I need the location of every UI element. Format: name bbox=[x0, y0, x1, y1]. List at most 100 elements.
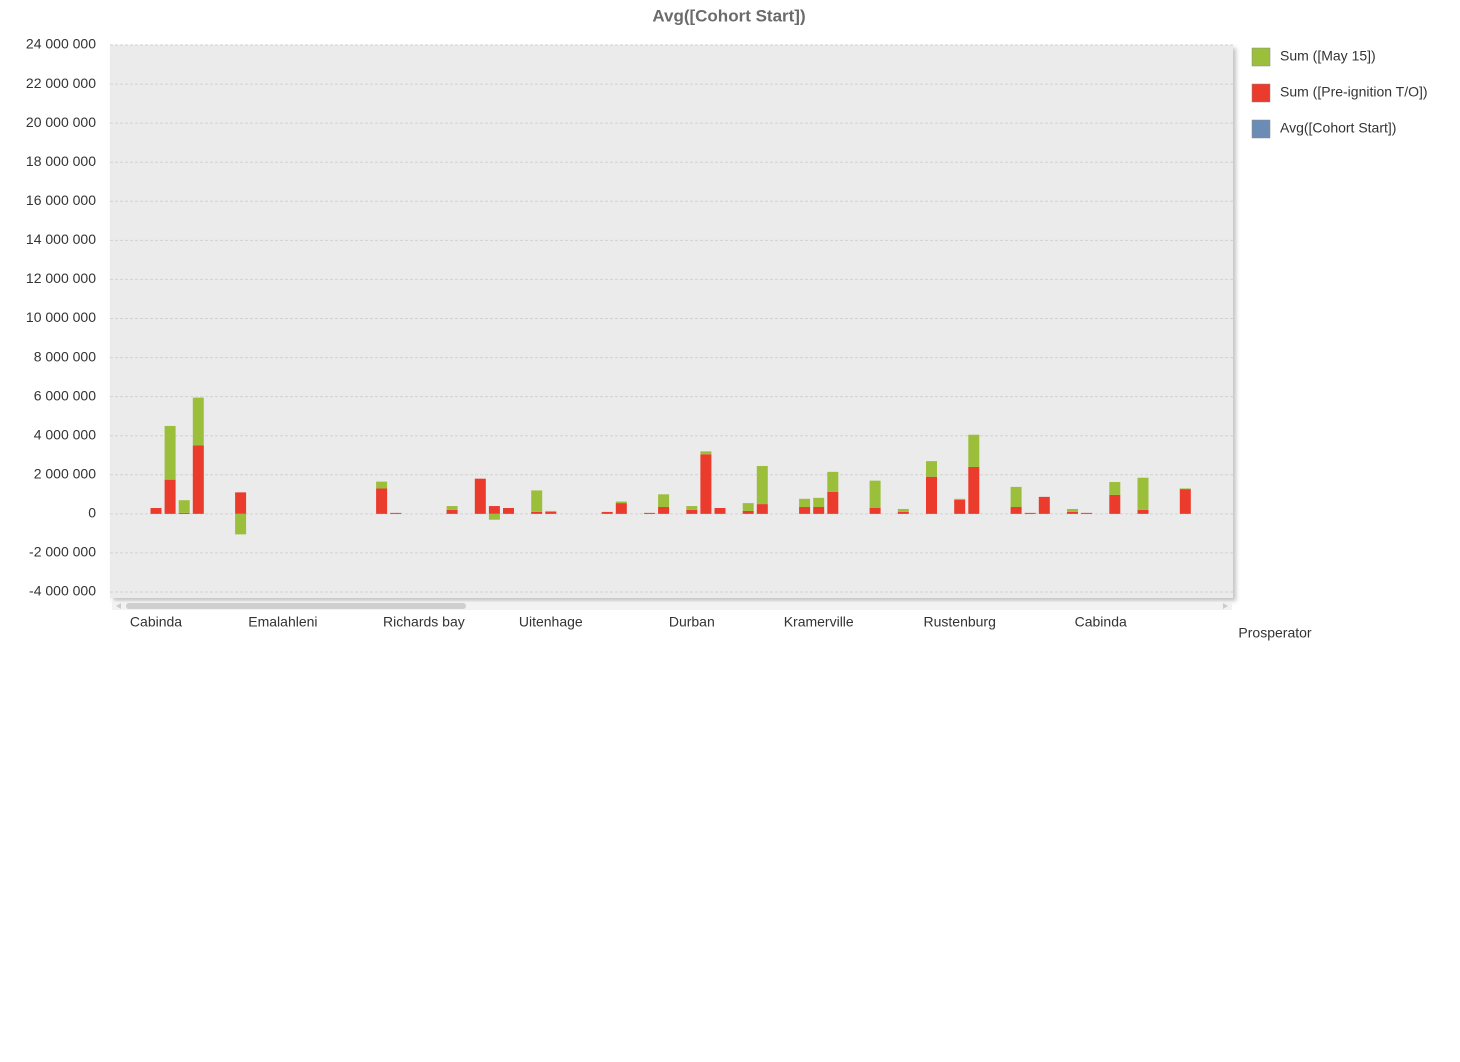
plot-area bbox=[110, 45, 1233, 598]
y-tick-label: 10 000 000 bbox=[26, 309, 96, 325]
bar bbox=[644, 512, 655, 514]
chart-title: Avg([Cohort Start]) bbox=[652, 6, 805, 25]
bar bbox=[658, 507, 670, 514]
bar bbox=[235, 513, 247, 535]
scroll-right[interactable] bbox=[1223, 603, 1228, 609]
bar bbox=[615, 501, 627, 504]
bar bbox=[1109, 494, 1121, 514]
bar bbox=[897, 508, 909, 512]
x-tick-label: Cabinda bbox=[1075, 614, 1127, 630]
bar bbox=[531, 490, 543, 512]
y-tick-label: 16 000 000 bbox=[26, 192, 96, 208]
bar bbox=[686, 506, 698, 510]
bar bbox=[897, 511, 909, 514]
y-tick-label: 2 000 000 bbox=[34, 465, 96, 481]
x-tick-label: Kramerville bbox=[784, 614, 854, 630]
bar bbox=[545, 510, 557, 512]
x-tick-label: Rustenburg bbox=[924, 614, 996, 630]
bar bbox=[742, 510, 754, 514]
bar bbox=[178, 500, 190, 513]
bar bbox=[488, 513, 500, 520]
bar bbox=[615, 503, 627, 514]
y-tick-label: 12 000 000 bbox=[26, 270, 96, 286]
bar bbox=[700, 451, 712, 455]
scrollbar-thumb[interactable] bbox=[126, 603, 466, 609]
x-tick-label: Uitenhage bbox=[519, 614, 583, 630]
legend-label: Sum ([Pre-ignition T/O]) bbox=[1280, 84, 1428, 100]
bar bbox=[1179, 489, 1191, 514]
bar bbox=[446, 506, 458, 510]
y-tick-label: 24 000 000 bbox=[26, 36, 96, 52]
bar bbox=[164, 479, 176, 514]
bar bbox=[1010, 507, 1022, 514]
legend-swatch bbox=[1251, 119, 1271, 139]
bar bbox=[799, 507, 811, 514]
bar bbox=[756, 465, 768, 505]
y-tick-label: 4 000 000 bbox=[34, 426, 96, 442]
bar bbox=[376, 488, 388, 514]
y-tick-label: -2 000 000 bbox=[29, 544, 96, 560]
bar bbox=[954, 499, 966, 514]
bar bbox=[813, 497, 825, 508]
scroll-left[interactable] bbox=[116, 603, 121, 609]
bar bbox=[531, 511, 543, 514]
bar bbox=[813, 507, 825, 514]
bar bbox=[1109, 482, 1121, 495]
bars bbox=[150, 397, 1191, 535]
bar bbox=[926, 461, 937, 477]
y-tick-label: 6 000 000 bbox=[34, 387, 96, 403]
bar bbox=[192, 445, 204, 514]
bar bbox=[700, 454, 712, 514]
bar bbox=[1024, 512, 1036, 514]
legend-label: Avg([Cohort Start]) bbox=[1280, 120, 1396, 136]
y-tick-label: 14 000 000 bbox=[26, 231, 96, 247]
bar bbox=[235, 492, 247, 514]
x-tick-label: Richards bay bbox=[383, 614, 465, 630]
bar bbox=[192, 397, 204, 446]
bar bbox=[742, 503, 754, 511]
bar bbox=[376, 481, 388, 489]
bar bbox=[164, 425, 176, 480]
bar bbox=[1081, 512, 1093, 514]
bar bbox=[474, 478, 486, 514]
bar bbox=[756, 504, 768, 514]
bar bbox=[827, 471, 839, 492]
bar bbox=[488, 506, 500, 514]
bar bbox=[1067, 511, 1078, 514]
bar bbox=[150, 507, 162, 514]
y-tick-label: 8 000 000 bbox=[34, 348, 96, 364]
bar bbox=[926, 476, 937, 514]
legend-label: Sum ([May 15]) bbox=[1280, 48, 1376, 64]
x-tick-label: Emalahleni bbox=[248, 614, 317, 630]
bar bbox=[1137, 477, 1149, 510]
bar bbox=[1010, 486, 1022, 508]
bar bbox=[390, 512, 402, 514]
y-tick-label: 20 000 000 bbox=[26, 114, 96, 130]
bar bbox=[601, 511, 613, 514]
bar bbox=[1067, 508, 1078, 512]
bar bbox=[869, 507, 881, 514]
scrollbar-track[interactable] bbox=[112, 602, 1232, 610]
bar bbox=[503, 507, 514, 514]
x-tick-label: Cabinda bbox=[130, 614, 182, 630]
y-tick-label: 18 000 000 bbox=[26, 153, 96, 169]
bar bbox=[827, 491, 839, 514]
bar bbox=[686, 509, 698, 514]
bar bbox=[1038, 496, 1050, 514]
y-tick-label: -4 000 000 bbox=[29, 583, 96, 599]
bar bbox=[446, 509, 458, 514]
y-tick-label: 0 bbox=[88, 505, 96, 521]
bar bbox=[1179, 488, 1191, 490]
bar bbox=[545, 511, 557, 514]
bar bbox=[178, 512, 190, 514]
bar bbox=[714, 507, 726, 514]
x-tick-label: Durban bbox=[669, 614, 715, 630]
bar bbox=[658, 494, 670, 508]
bar bbox=[869, 480, 881, 508]
bar bbox=[968, 466, 980, 514]
bar bbox=[1137, 509, 1149, 514]
legend-swatch bbox=[1251, 83, 1271, 103]
legend-swatch bbox=[1251, 47, 1271, 67]
